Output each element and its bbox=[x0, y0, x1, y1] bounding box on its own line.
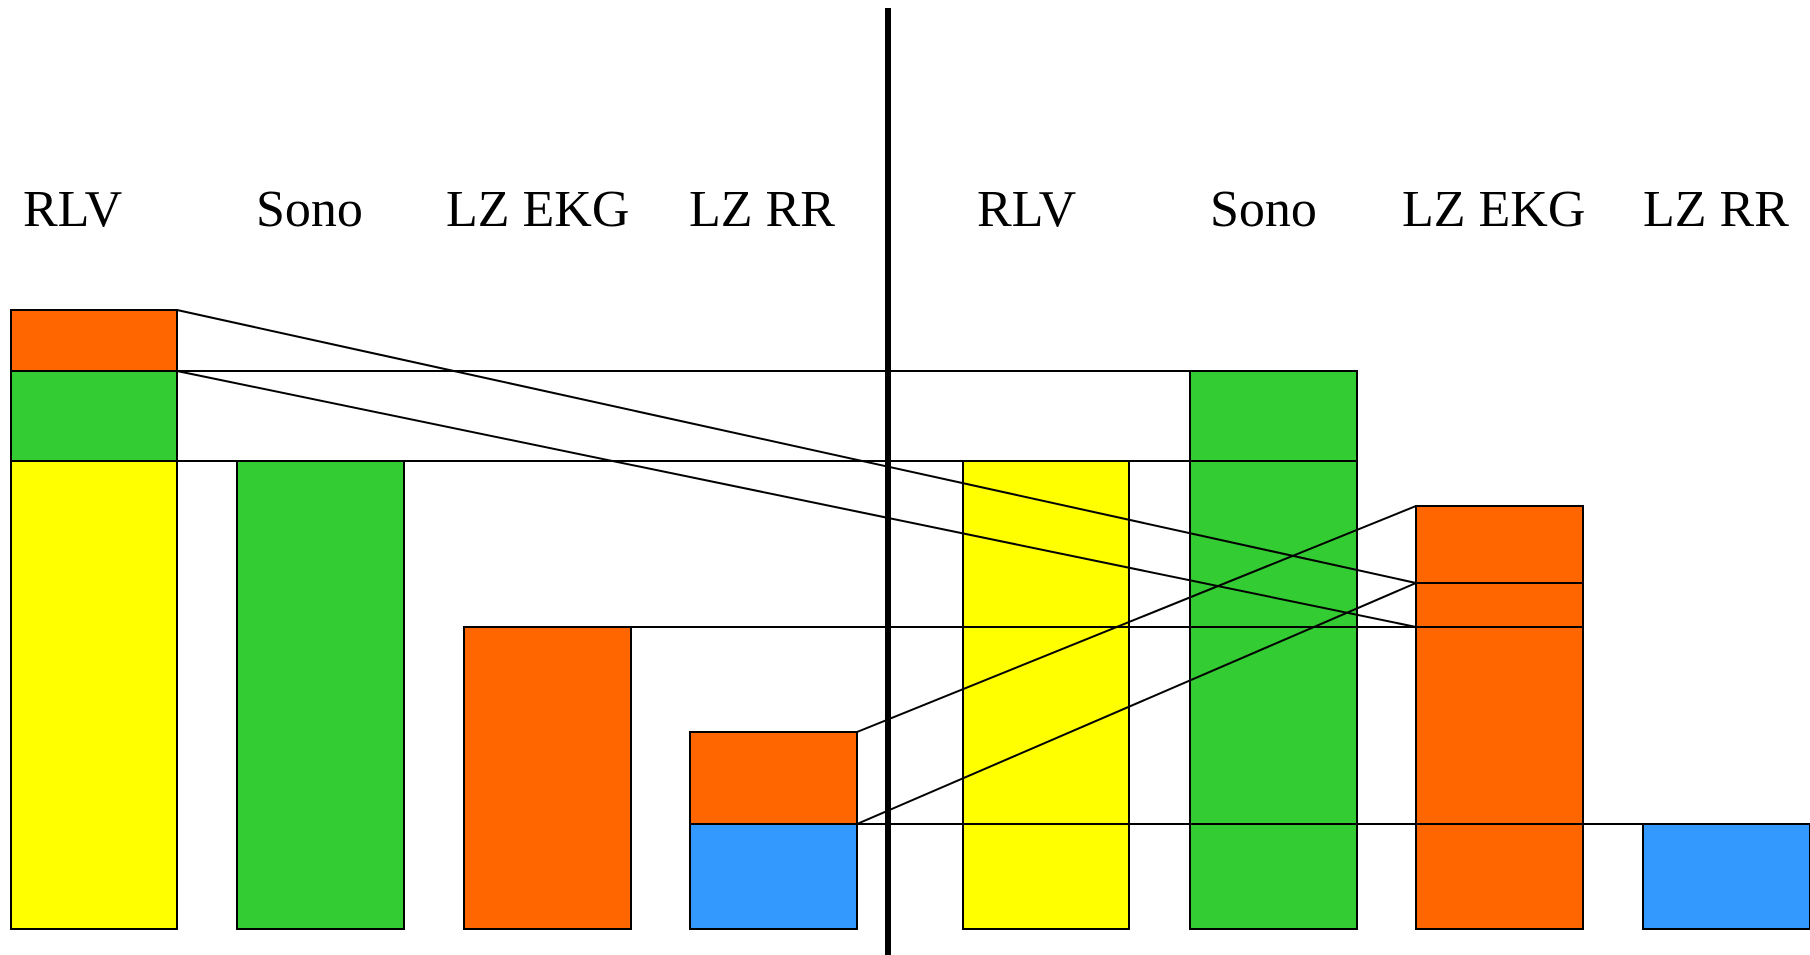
left-lz-ekg-orange-segment bbox=[463, 626, 632, 930]
left-lz-rr-orange-segment bbox=[689, 731, 858, 825]
right-label-lz-rr: LZ RR bbox=[1643, 181, 1789, 238]
left-rlv-yellow-segment bbox=[10, 460, 178, 930]
right-label-sono: Sono bbox=[1210, 181, 1317, 238]
left-rlv-green-segment bbox=[10, 370, 178, 462]
left-rlv-orange-segment bbox=[10, 309, 178, 372]
left-sono-green-segment bbox=[236, 460, 405, 930]
left-label-sono: Sono bbox=[256, 181, 363, 238]
left-label-rlv: RLV bbox=[23, 181, 122, 238]
right-label-lz-ekg: LZ EKG bbox=[1402, 181, 1585, 238]
right-rlv-yellow-segment bbox=[962, 460, 1130, 930]
left-lz-rr-blue-segment bbox=[689, 823, 858, 930]
right-lz-rr-blue-segment bbox=[1642, 823, 1810, 930]
connector-rr-blue-to-ekg bbox=[856, 582, 1417, 825]
right-label-rlv: RLV bbox=[977, 181, 1076, 238]
connector-rr-orange-to-ekg-top bbox=[856, 505, 1417, 733]
right-lz-ekg-orange-segment bbox=[1415, 505, 1584, 930]
connector-rlv-orange-to-ekg bbox=[176, 309, 1417, 584]
connector-rlv-green-to-ekg bbox=[176, 370, 1417, 628]
left-label-lz-ekg: LZ EKG bbox=[446, 181, 629, 238]
right-sono-green-segment bbox=[1189, 370, 1358, 930]
left-label-lz-rr: LZ RR bbox=[689, 181, 835, 238]
